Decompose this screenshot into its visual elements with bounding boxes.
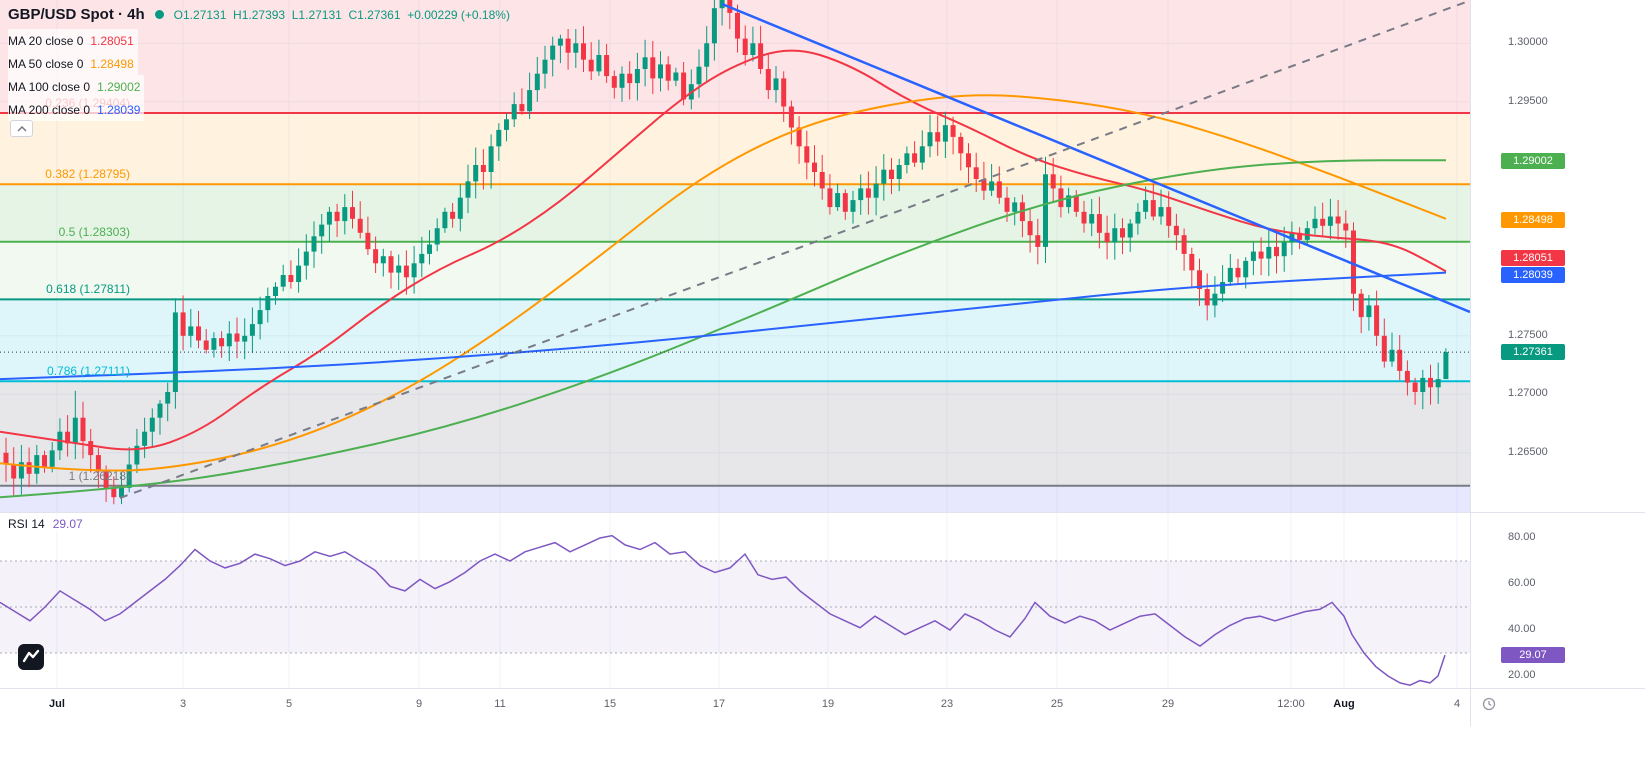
- axis-badge-ma100: 1.29002: [1501, 153, 1565, 169]
- time-axis-label: 25: [1050, 698, 1064, 710]
- time-axis-label: 5: [285, 698, 293, 710]
- rsi-legend[interactable]: RSI 14 29.07: [8, 517, 83, 531]
- legend-value-1: 1.28498: [90, 56, 134, 71]
- time-axis-label: 12:00: [1277, 698, 1305, 710]
- rsi-pane-canvas[interactable]: [0, 513, 1470, 688]
- legend-item-ma50[interactable]: MA 50 close 0 1.28498: [8, 52, 138, 75]
- axis-badge-ma20: 1.28051: [1501, 250, 1565, 266]
- time-axis-label: Jul: [49, 698, 65, 710]
- ma200-label: MA 200 close 0: [8, 102, 91, 117]
- price-axis-label: 1.27000: [1508, 387, 1548, 400]
- legend-value-3: 1.28039: [97, 102, 141, 117]
- price-pane-canvas[interactable]: [0, 0, 1470, 512]
- legend-item-ma100[interactable]: MA 100 close 0 1.29002: [8, 75, 145, 98]
- clock-icon[interactable]: [1482, 697, 1496, 714]
- axis-badge-last-price: 1.27361: [1501, 344, 1565, 360]
- indicator-legend: MA 20 close 0 1.28051 MA 50 close 0 1.28…: [8, 29, 145, 121]
- legend-value-0: 1.28051: [90, 33, 134, 48]
- rsi-axis-label: 20.00: [1508, 669, 1536, 681]
- time-axis-label: 4: [1453, 698, 1461, 710]
- symbol-title[interactable]: GBP/USD Spot · 4h: [8, 6, 145, 23]
- ma20-label: MA 20 close 0: [8, 33, 84, 48]
- chevron-up-icon: [16, 125, 27, 132]
- time-axis-label: 17: [712, 698, 726, 710]
- time-axis-label: 3: [179, 698, 187, 710]
- axis-badge-rsi: 29.07: [1501, 647, 1565, 664]
- tradingview-logo[interactable]: [18, 644, 44, 675]
- ohlc-values: O1.27131 H1.27393 L1.27131 C1.27361 +0.0…: [173, 7, 510, 22]
- axis-badge-ma50: 1.28498: [1501, 212, 1565, 228]
- pane-divider[interactable]: [0, 512, 1645, 513]
- rsi-axis-label: 40.00: [1508, 623, 1536, 635]
- time-axis-label: 19: [821, 698, 835, 710]
- time-axis-label: 29: [1161, 698, 1175, 710]
- axis-badge-ma200: 1.28039: [1501, 267, 1565, 283]
- legend-collapse-button[interactable]: [10, 120, 33, 137]
- time-axis-divider: [0, 688, 1645, 689]
- ma50-label: MA 50 close 0: [8, 56, 84, 71]
- price-axis-label: 1.27500: [1508, 328, 1548, 341]
- rsi-axis-label: 60.00: [1508, 577, 1536, 589]
- market-status-dot-icon: [154, 10, 164, 19]
- chart-header: GBP/USD Spot · 4h O1.27131 H1.27393 L1.2…: [8, 6, 510, 23]
- rsi-title: RSI 14: [8, 517, 45, 531]
- time-axis[interactable]: Jul 3 5 9 11 15 17 19 23 25 29 12:00 Aug 4: [0, 689, 1470, 726]
- ma100-label: MA 100 close 0: [8, 79, 91, 94]
- time-axis-label: Aug: [1333, 698, 1355, 710]
- time-axis-label: 15: [603, 698, 617, 710]
- rsi-axis-label: 80.00: [1508, 531, 1536, 543]
- time-axis-label: 9: [415, 698, 423, 710]
- price-axis[interactable]: 1.30000 1.29500 1.27500 1.27000 1.26500 1.290…: [1471, 0, 1645, 761]
- price-axis-label: 1.30000: [1508, 36, 1548, 49]
- time-axis-label: 23: [940, 698, 954, 710]
- legend-item-ma20[interactable]: MA 20 close 0 1.28051: [8, 29, 138, 52]
- price-axis-label: 1.26500: [1508, 445, 1548, 458]
- time-axis-label: 11: [494, 698, 506, 710]
- price-axis-divider: [1470, 0, 1471, 726]
- rsi-value: 29.07: [52, 517, 83, 531]
- legend-value-2: 1.29002: [97, 79, 141, 94]
- price-axis-label: 1.29500: [1508, 94, 1548, 107]
- legend-item-ma200[interactable]: MA 200 close 0 1.28039: [8, 98, 145, 121]
